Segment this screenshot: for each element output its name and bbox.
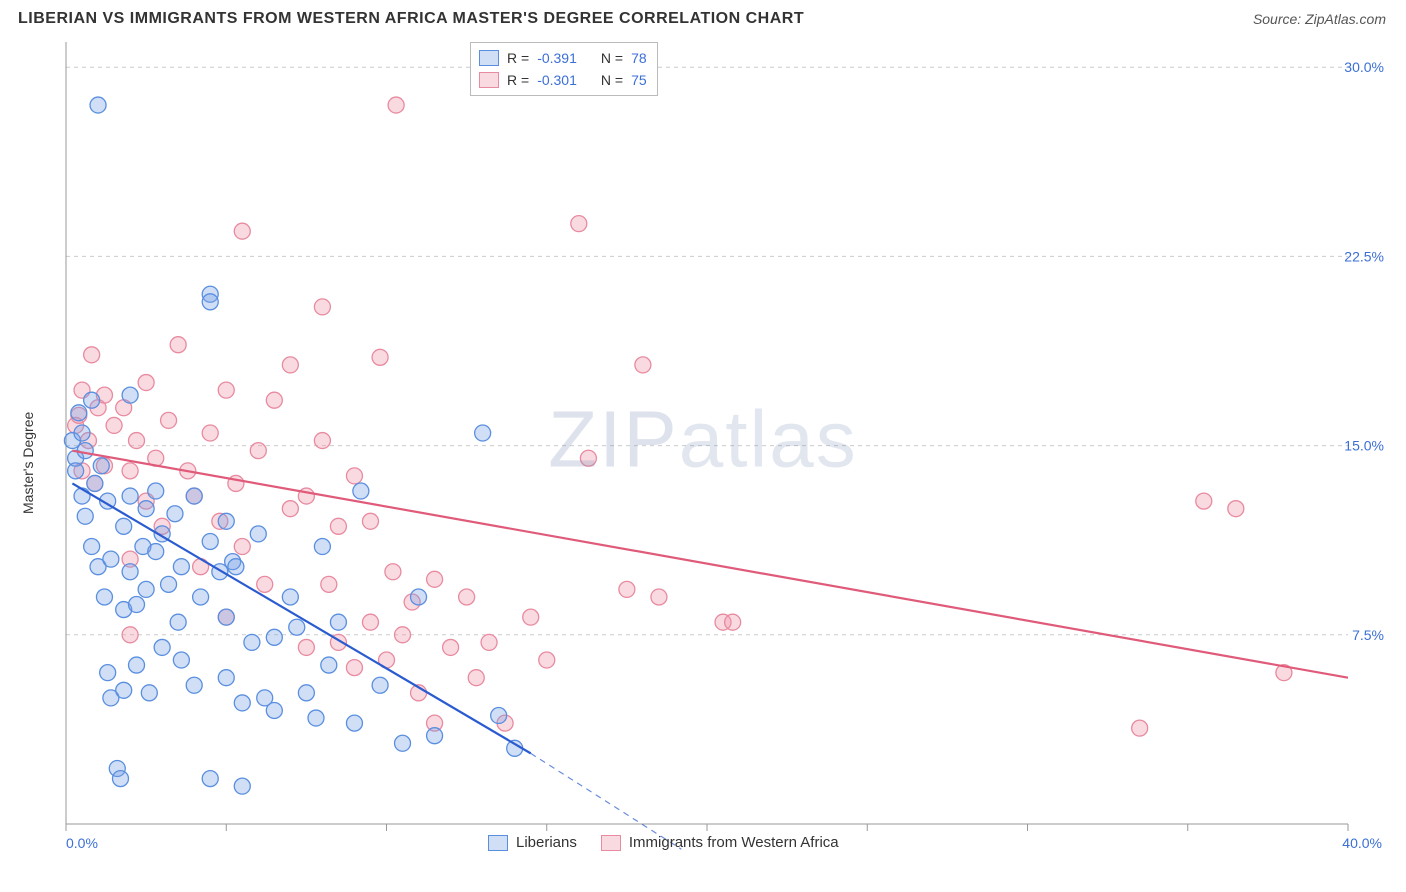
chart-title: LIBERIAN VS IMMIGRANTS FROM WESTERN AFRI… xyxy=(18,10,804,28)
chart-container: 7.5%15.0%22.5%30.0%0.0%40.0% ZIPatlas Ma… xyxy=(18,34,1388,854)
swatch-immigrants xyxy=(479,72,499,88)
n-value-liberians: 78 xyxy=(631,47,647,69)
n-label: N = xyxy=(601,47,623,69)
svg-text:40.0%: 40.0% xyxy=(1342,835,1382,851)
stats-legend: R = -0.391 N = 78 R = -0.301 N = 75 xyxy=(470,42,658,96)
n-value-immigrants: 75 xyxy=(631,69,647,91)
r-value-immigrants: -0.301 xyxy=(537,69,577,91)
swatch-liberians xyxy=(488,835,508,851)
swatch-liberians xyxy=(479,50,499,66)
r-label: R = xyxy=(507,69,529,91)
scatter-chart: 7.5% 15.0% 22.5% 30.0% 0.0% 40.0% xyxy=(18,34,1388,854)
legend-label-liberians: Liberians xyxy=(516,834,577,851)
legend-label-immigrants: Immigrants from Western Africa xyxy=(629,834,839,851)
svg-text:0.0%: 0.0% xyxy=(66,835,98,851)
svg-text:22.5%: 22.5% xyxy=(1344,248,1384,264)
svg-text:15.0%: 15.0% xyxy=(1344,438,1384,454)
series-legend: Liberians Immigrants from Western Africa xyxy=(488,834,839,851)
source-attribution: Source: ZipAtlas.com xyxy=(1253,11,1386,27)
stats-row-liberians: R = -0.391 N = 78 xyxy=(479,47,647,69)
legend-item-immigrants: Immigrants from Western Africa xyxy=(601,834,839,851)
legend-item-liberians: Liberians xyxy=(488,834,577,851)
stats-row-immigrants: R = -0.301 N = 75 xyxy=(479,69,647,91)
svg-text:30.0%: 30.0% xyxy=(1344,59,1384,75)
n-label: N = xyxy=(601,69,623,91)
r-value-liberians: -0.391 xyxy=(537,47,577,69)
y-axis-label: Master's Degree xyxy=(20,412,36,514)
swatch-immigrants xyxy=(601,835,621,851)
r-label: R = xyxy=(507,47,529,69)
svg-text:7.5%: 7.5% xyxy=(1352,627,1384,643)
